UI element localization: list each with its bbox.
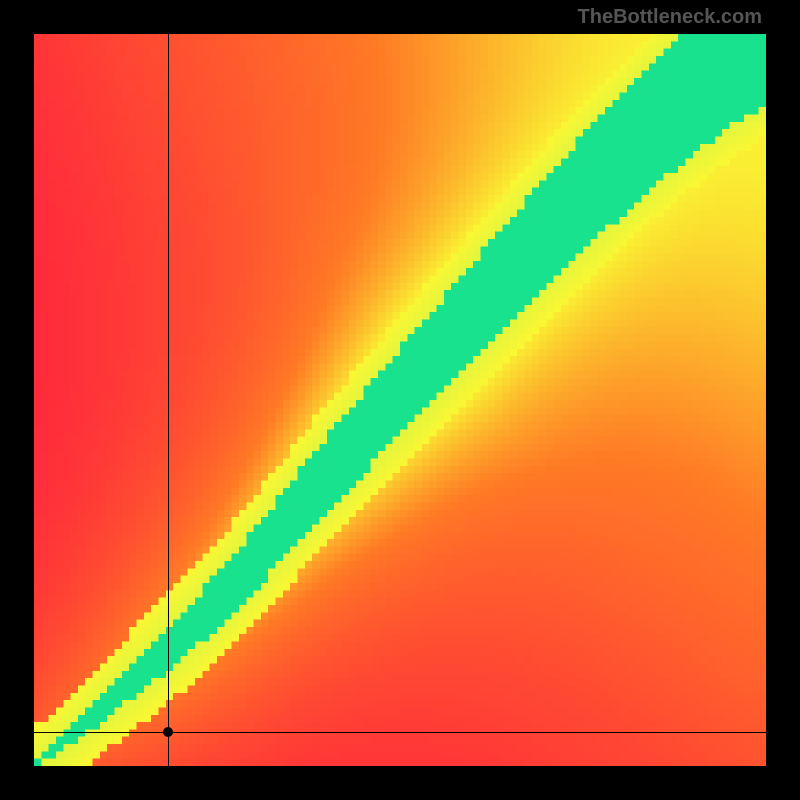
crosshair-horizontal [34, 732, 766, 733]
crosshair-marker [163, 727, 173, 737]
bottleneck-heatmap [34, 34, 766, 766]
watermark-text: TheBottleneck.com [578, 6, 762, 29]
chart-container: { "watermark": { "text": "TheBottleneck.… [0, 0, 800, 800]
crosshair-vertical [168, 34, 169, 766]
